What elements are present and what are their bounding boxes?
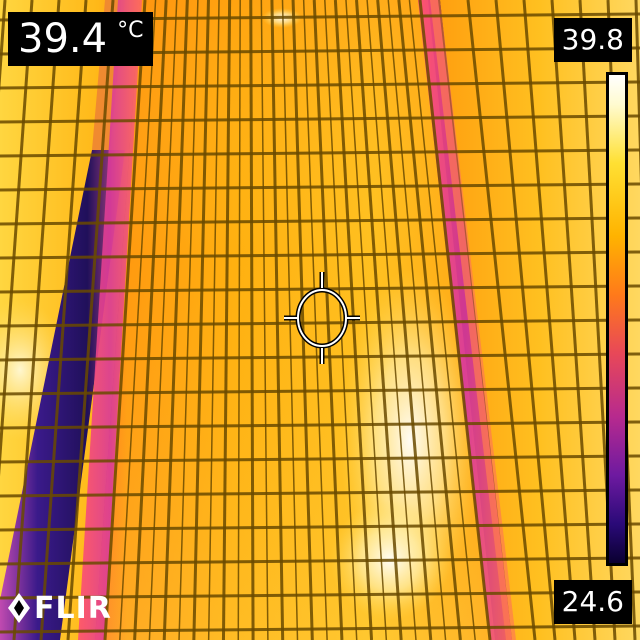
scale-min-label: 24.6 xyxy=(553,580,632,624)
spot-temperature-readout: 39.4 °C xyxy=(8,12,154,66)
flir-logo-icon xyxy=(8,593,30,623)
color-scale-bar xyxy=(606,72,628,566)
flir-logo-text: FLIR xyxy=(34,590,112,626)
spot-temperature-value: 39.4 xyxy=(18,16,108,62)
spot-meter-crosshair-icon xyxy=(284,272,360,364)
flir-logo: FLIR xyxy=(8,586,112,630)
scale-max-label: 39.8 xyxy=(553,18,632,62)
temperature-unit: °C xyxy=(117,18,144,43)
